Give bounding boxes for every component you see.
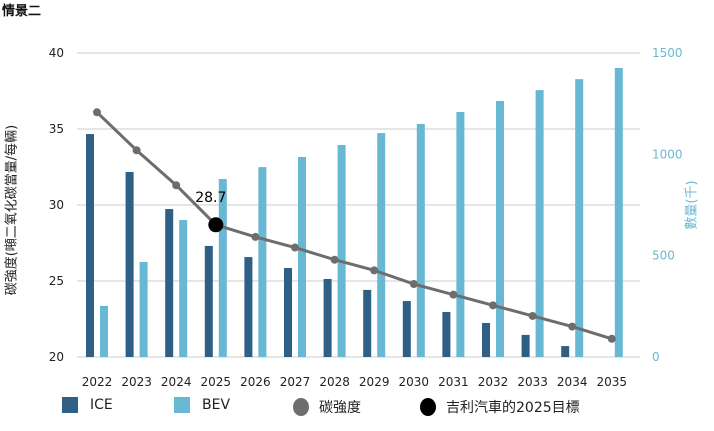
legend-label: ICE <box>90 397 113 413</box>
carbon-point <box>607 334 616 343</box>
x-tick-label: 2023 <box>121 375 152 389</box>
y2-tick-label: 1500 <box>652 46 683 60</box>
y-tick-label: 30 <box>49 198 64 212</box>
x-tick-label: 2031 <box>438 375 469 389</box>
x-tick-label: 2029 <box>359 375 390 389</box>
x-tick-label: 2032 <box>478 375 509 389</box>
x-tick-label: 2025 <box>201 375 232 389</box>
carbon-point <box>93 108 101 117</box>
carbon-point <box>172 181 181 190</box>
bar-ice <box>165 209 174 357</box>
bar-bev <box>416 123 425 357</box>
carbon-point <box>409 280 418 289</box>
bar-ice <box>323 278 332 357</box>
bar-bev <box>337 145 346 357</box>
x-tick-label: 2033 <box>517 375 548 389</box>
legend-label: 碳強度 <box>319 400 361 416</box>
bar-ice <box>561 346 570 357</box>
bar-ice <box>86 134 94 357</box>
x-tick-label: 2035 <box>597 375 628 389</box>
bar-ice <box>363 289 372 357</box>
y-tick-label: 25 <box>49 274 64 288</box>
x-tick-label: 2026 <box>240 375 271 389</box>
carbon-point <box>370 266 379 275</box>
bar-ice <box>204 245 213 357</box>
y-tick-label: 35 <box>49 122 64 136</box>
target-data-label: 28.7 <box>195 190 226 206</box>
y2-tick-label: 0 <box>652 350 660 364</box>
legend-marker-carbon <box>293 398 309 416</box>
carbon-intensity-line <box>95 111 613 341</box>
chart-title: 情景二 <box>2 4 42 19</box>
legend-label: BEV <box>202 397 231 413</box>
carbon-point <box>251 232 260 241</box>
bar-bev <box>377 133 386 357</box>
bar-bev <box>139 261 148 357</box>
bar-ice <box>482 322 490 357</box>
carbon-point <box>489 301 497 310</box>
bar-ice <box>284 268 292 357</box>
carbon-point <box>449 290 458 299</box>
carbon-point <box>330 255 339 264</box>
legend-bev: BEV <box>174 397 230 413</box>
bar-ice <box>521 334 530 357</box>
target-point <box>208 217 224 233</box>
x-tick-label: 2028 <box>319 375 350 389</box>
bar-ice <box>442 312 451 357</box>
bar-bev <box>535 90 544 357</box>
legend-swatch-ice <box>62 397 78 413</box>
bar-bev <box>456 111 465 357</box>
legend-swatch-bev <box>174 397 190 413</box>
bar-ice <box>244 257 253 357</box>
x-tick-label: 2027 <box>280 375 311 389</box>
bar-bev <box>100 305 108 357</box>
x-tick-label: 2024 <box>161 375 192 389</box>
x-tick-label: 2034 <box>557 375 588 389</box>
legend-ice: ICE <box>62 397 113 413</box>
bar-bev <box>614 67 623 358</box>
y2-tick-label: 500 <box>652 249 675 263</box>
carbon-point <box>132 146 141 155</box>
legend-marker-target <box>420 398 436 416</box>
x-tick-label: 2030 <box>399 375 430 389</box>
y-tick-label: 40 <box>49 46 64 60</box>
legend-label: 吉利汽車的2025目標 <box>446 400 580 416</box>
carbon-point <box>568 322 577 331</box>
bar-ice <box>402 301 411 357</box>
y2-tick-label: 1000 <box>652 147 683 161</box>
bar-bev <box>218 179 227 357</box>
bar-bev <box>575 79 584 358</box>
bar-bev <box>258 167 267 357</box>
carbon-point <box>528 311 537 320</box>
bar-bev <box>496 101 504 357</box>
legend-carbon: 碳強度 <box>293 397 361 417</box>
carbon-point <box>291 243 299 252</box>
bar-bev <box>298 156 306 357</box>
x-tick-label: 2022 <box>82 375 113 389</box>
bar-ice <box>125 171 134 357</box>
bar-bev <box>179 219 188 357</box>
y-tick-label: 20 <box>49 350 64 364</box>
legend-target: 吉利汽車的2025目標 <box>420 397 580 417</box>
